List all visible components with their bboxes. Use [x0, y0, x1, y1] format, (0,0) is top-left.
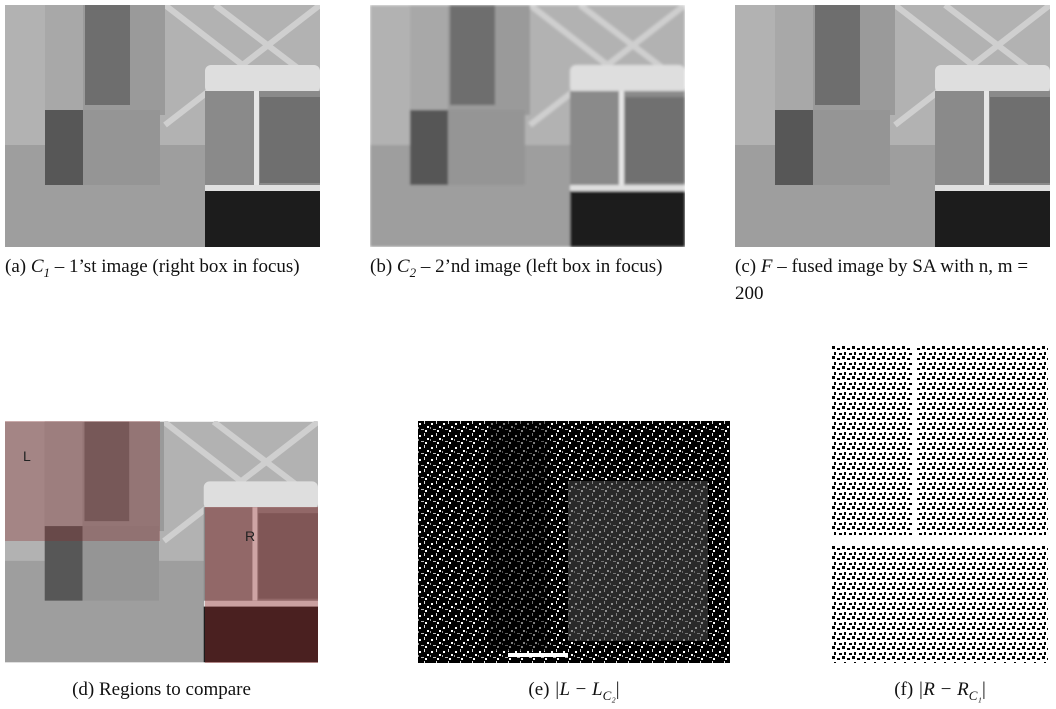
caption-part: – 2’nd image (left box in focus) [421, 256, 663, 277]
caption: (c) F – fused image by SA with n, m = 20… [735, 253, 1053, 307]
caption-part: – fused image by SA with n, m = 200 [735, 256, 1028, 304]
caption-part: (a) [5, 256, 26, 277]
caption: (e) |L − LC₂| [418, 676, 730, 709]
caption-part: 1 [44, 265, 51, 280]
caption-part: C [397, 256, 410, 277]
image-a [5, 5, 320, 247]
caption-part: |R − R [918, 679, 969, 700]
caption: (f) |R − RC₁| [832, 676, 1048, 709]
caption-part: 2 [410, 265, 417, 280]
svg-text:R: R [245, 528, 255, 544]
image-c [735, 5, 1050, 247]
caption-part: | [616, 679, 620, 700]
caption-part: (d) [72, 679, 94, 700]
caption: (d) Regions to compare [5, 676, 318, 703]
caption-part: (f) [894, 679, 913, 700]
image-f [832, 346, 1048, 663]
caption-part: Regions to compare [99, 679, 251, 700]
caption: (a) C1 – 1’st image (right box in focus) [5, 253, 323, 286]
image-e [418, 421, 730, 663]
caption-part: C₁ [969, 688, 982, 703]
caption-part: (e) [528, 679, 549, 700]
caption-part: F [761, 256, 773, 277]
image-b [370, 5, 685, 247]
caption: (b) C2 – 2’nd image (left box in focus) [370, 253, 688, 286]
svg-text:L: L [23, 448, 31, 464]
caption-part: |L − L [554, 679, 602, 700]
caption-part: – 1’st image (right box in focus) [55, 256, 300, 277]
page: {"figures": [ {"label": "(a)", "math": "… [0, 0, 1056, 705]
caption-part: C [31, 256, 44, 277]
image-d: L R [5, 421, 318, 663]
caption-part: C₂ [603, 688, 616, 703]
caption-part: | [982, 679, 986, 700]
caption-part: (b) [370, 256, 392, 277]
caption-part: (c) [735, 256, 756, 277]
